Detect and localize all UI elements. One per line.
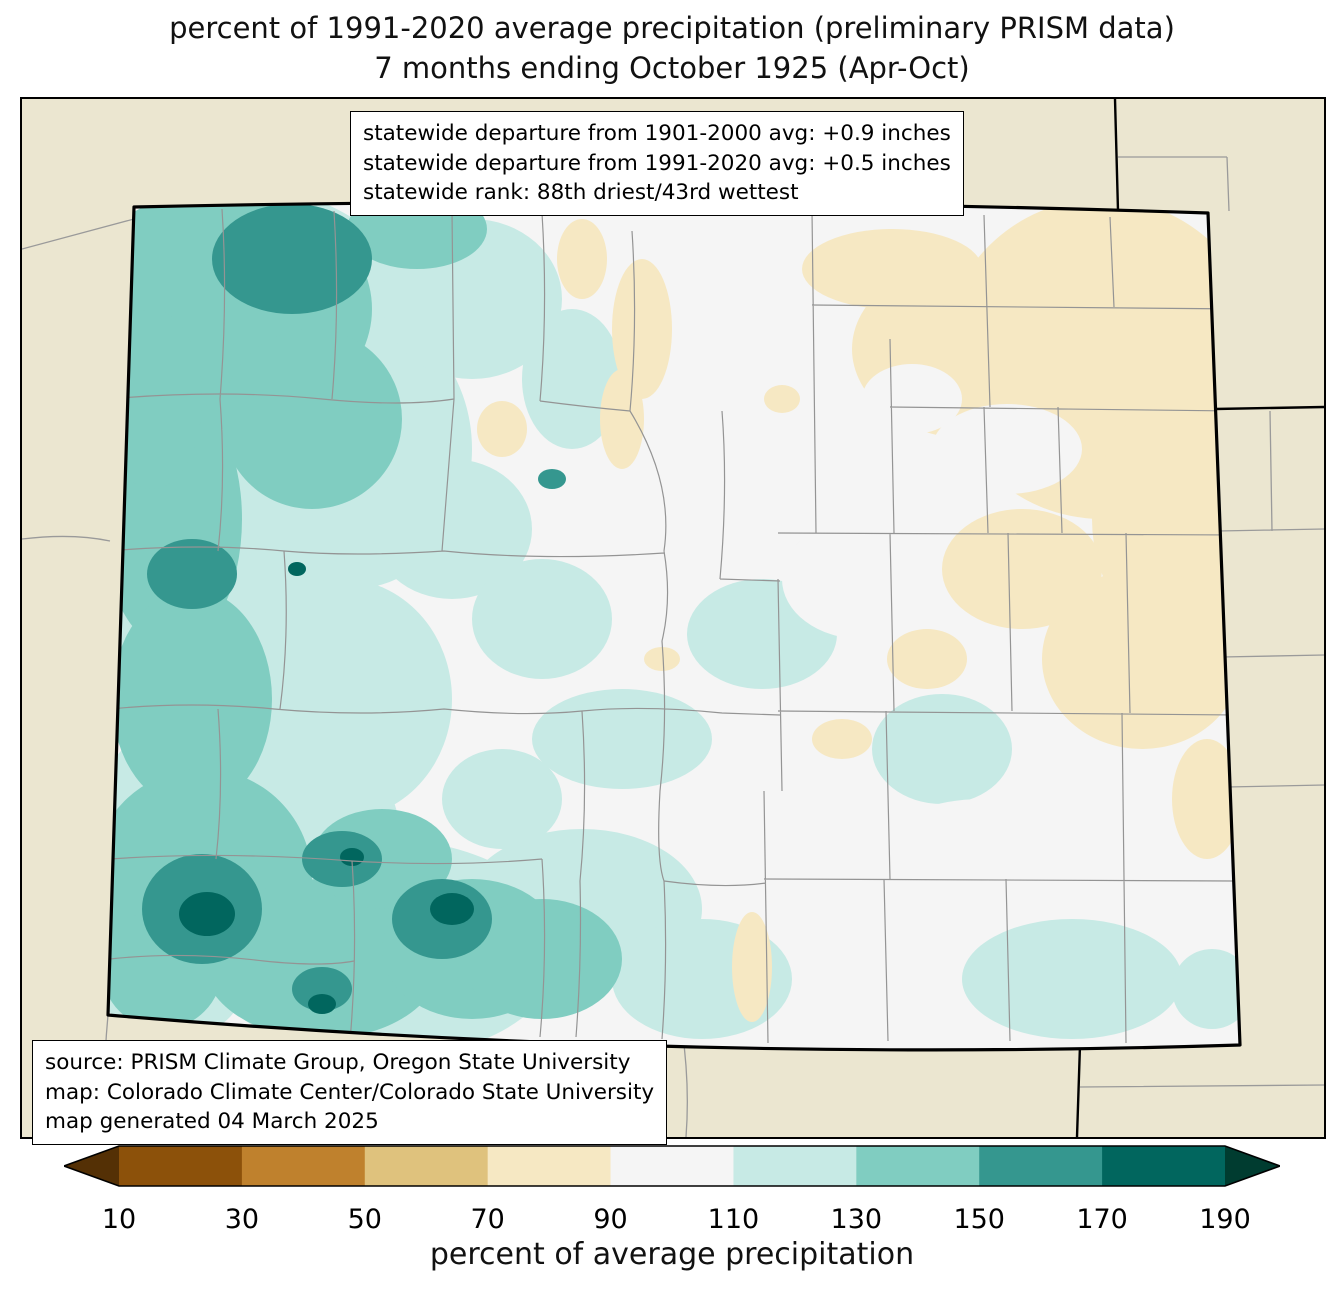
colorbar-segment bbox=[856, 1146, 980, 1186]
credits-box: source: PRISM Climate Group, Oregon Stat… bbox=[32, 1040, 668, 1145]
colorbar-segment bbox=[610, 1146, 735, 1186]
statewide-stats-box: statewide departure from 1901-2000 avg: … bbox=[350, 111, 964, 216]
colorbar-segment bbox=[119, 1146, 243, 1186]
precipitation-map bbox=[22, 99, 1324, 1137]
map-title-line2: 7 months ending October 1925 (Apr-Oct) bbox=[374, 51, 970, 86]
colorbar-segment bbox=[979, 1146, 1103, 1186]
credits-line-generated: map generated 04 March 2025 bbox=[45, 1109, 379, 1135]
colorbar-segment bbox=[1102, 1146, 1226, 1186]
colorbar-tick-label: 90 bbox=[593, 1204, 627, 1235]
colorbar-svg: 10 30 50 70 90 110 130 150 170 190 bbox=[64, 1145, 1280, 1235]
stats-line-rank: statewide rank: 88th driest/43rd wettest bbox=[363, 180, 799, 206]
county-boundaries bbox=[108, 208, 1239, 1044]
stats-line-departure-1991: statewide departure from 1991-2020 avg: … bbox=[363, 150, 951, 176]
colorbar-segment bbox=[364, 1146, 489, 1186]
colorbar-outline bbox=[64, 1145, 1280, 1187]
colorbar-tick-label: 150 bbox=[953, 1204, 1005, 1235]
colorbar-label: percent of average precipitation bbox=[429, 1237, 915, 1272]
colorbar-segment bbox=[241, 1146, 366, 1186]
colorbar: 10 30 50 70 90 110 130 150 170 190 bbox=[64, 1144, 1280, 1244]
colorbar-segment bbox=[487, 1146, 612, 1186]
colorbar-tick-label: 70 bbox=[470, 1204, 504, 1235]
colorbar-tick-label: 50 bbox=[348, 1204, 382, 1235]
colorbar-tick-label: 130 bbox=[831, 1204, 883, 1235]
colorbar-arrow-left bbox=[64, 1146, 119, 1186]
colorbar-segment bbox=[733, 1146, 857, 1186]
colorbar-tick-label: 170 bbox=[1076, 1204, 1128, 1235]
colorbar-tick-label: 110 bbox=[708, 1204, 760, 1235]
map-title: percent of 1991-2020 average precipitati… bbox=[0, 8, 1344, 88]
map-frame: statewide departure from 1901-2000 avg: … bbox=[20, 97, 1326, 1145]
credits-line-map: map: Colorado Climate Center/Colorado St… bbox=[45, 1079, 655, 1105]
colorbar-arrow-right bbox=[1225, 1146, 1280, 1186]
colorbar-tick-label: 190 bbox=[1199, 1204, 1251, 1235]
neighbor-state-lines bbox=[1075, 99, 1324, 1137]
colorbar-tick-label: 30 bbox=[225, 1204, 259, 1235]
colorbar-tick-label: 10 bbox=[102, 1204, 136, 1235]
credits-line-source: source: PRISM Climate Group, Oregon Stat… bbox=[45, 1050, 631, 1075]
map-title-line1: percent of 1991-2020 average precipitati… bbox=[169, 11, 1175, 45]
precipitation-contours bbox=[108, 202, 1240, 1050]
stats-line-departure-1901: statewide departure from 1901-2000 avg: … bbox=[363, 121, 951, 146]
